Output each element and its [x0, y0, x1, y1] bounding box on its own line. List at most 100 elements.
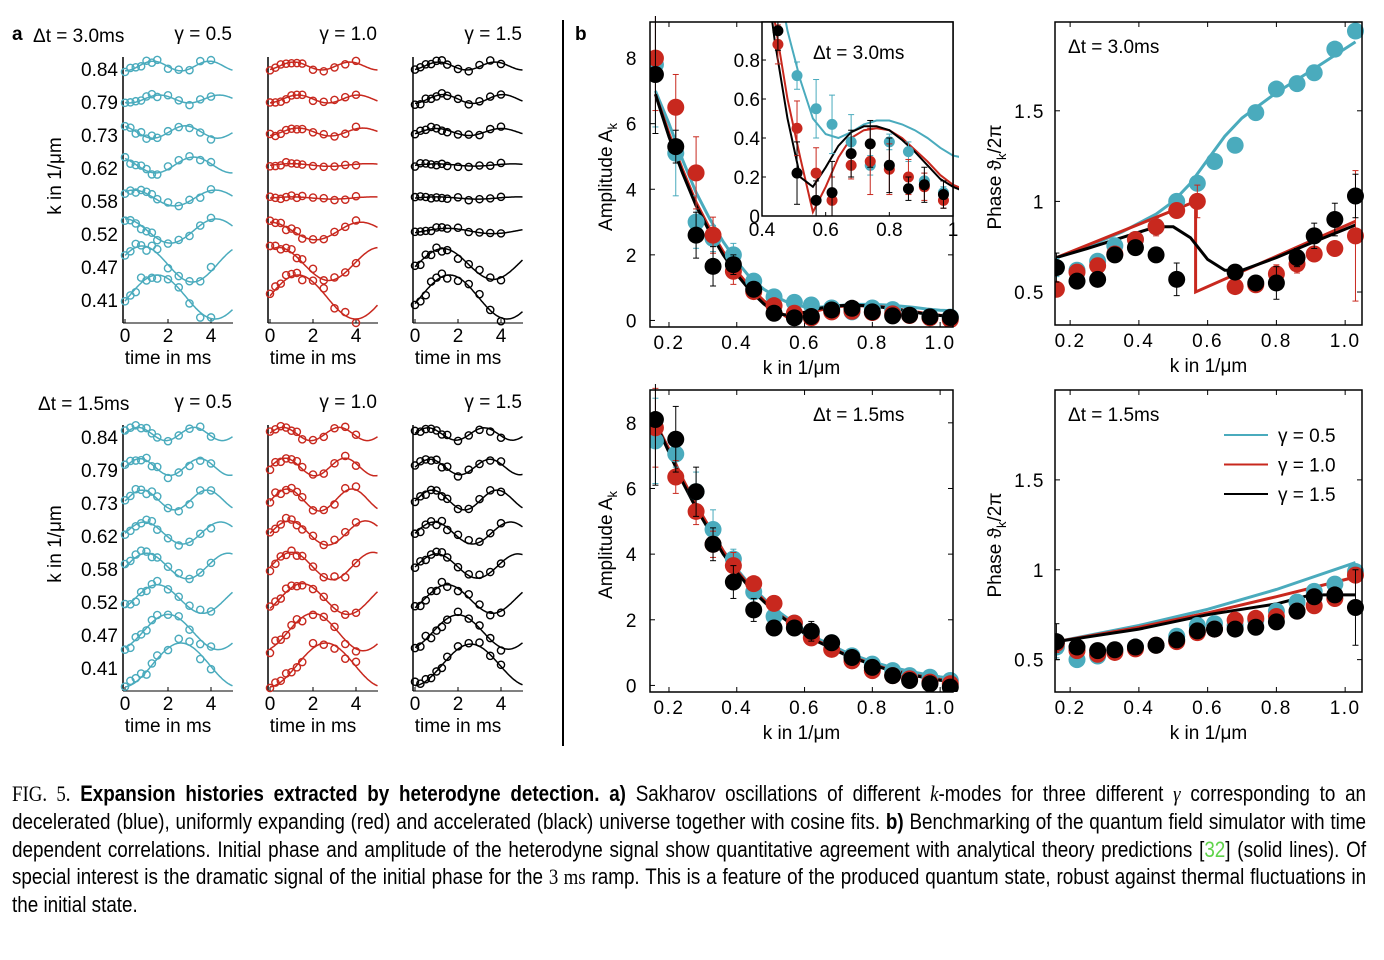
data-point — [265, 289, 275, 299]
chart-phase-3ms: 0.2 0.4 0.6 0.8 1.0 0.5 1 1.5 k in 1/μm Phase ϑk/… — [985, 21, 1364, 377]
data-point — [1055, 633, 1065, 651]
data-point — [292, 614, 302, 624]
data-point — [1106, 641, 1124, 659]
data-point — [1288, 75, 1306, 93]
time-axis-label: time in ms — [270, 716, 357, 737]
data-point — [152, 610, 162, 620]
data-point — [416, 642, 425, 651]
data-point — [351, 216, 361, 225]
data-point — [442, 127, 452, 137]
data-point — [802, 308, 820, 326]
data-point — [704, 257, 722, 275]
data-point — [485, 610, 495, 620]
data-point — [1267, 274, 1285, 292]
data-point — [650, 65, 664, 83]
data-point — [421, 250, 431, 259]
y-tick-label: 0.5 — [1014, 651, 1045, 672]
citation-link[interactable]: 32 — [1204, 836, 1226, 862]
data-point — [340, 268, 350, 277]
gamma-label: γ = 0.5 — [174, 392, 232, 413]
x-tick-label: 0.8 — [1261, 698, 1292, 719]
data-point — [1206, 153, 1224, 171]
data-point — [174, 611, 184, 621]
data-point — [281, 485, 291, 495]
data-point — [163, 473, 173, 483]
time-tick-label: 4 — [206, 694, 217, 715]
data-point — [287, 58, 296, 68]
data-point — [437, 126, 447, 135]
data-point — [126, 526, 135, 536]
data-point — [292, 456, 302, 466]
data-point — [416, 456, 425, 466]
data-point — [120, 682, 130, 691]
data-point — [136, 224, 146, 234]
data-point — [421, 192, 431, 202]
data-point — [442, 161, 452, 171]
data-point — [453, 472, 463, 481]
data-point — [131, 219, 141, 228]
data-point — [810, 103, 822, 115]
data-point — [340, 639, 350, 649]
data-point — [174, 201, 184, 211]
caption-b-text-3: ramp. This is a feature of the produced … — [12, 864, 1367, 918]
y-tick-label: 1 — [1033, 561, 1045, 582]
data-point — [195, 456, 205, 466]
x-tick-label: 0.4 — [1123, 331, 1154, 352]
time-tick-label: 2 — [453, 326, 464, 347]
y-tick-label: 6 — [626, 115, 638, 136]
data-point — [410, 261, 420, 271]
data-point — [126, 98, 135, 107]
data-point — [265, 648, 275, 658]
data-point — [206, 213, 216, 223]
dt-label: Δt = 1.5ms — [38, 394, 129, 415]
data-point — [174, 568, 184, 578]
data-point — [292, 125, 302, 134]
data-point — [453, 130, 463, 139]
data-point — [131, 673, 141, 683]
data-point — [1346, 22, 1364, 40]
data-point — [163, 562, 173, 571]
data-point — [453, 64, 463, 74]
k-axis-label: k in 1/μm — [45, 137, 66, 214]
data-point — [142, 515, 151, 525]
data-point — [185, 637, 194, 646]
legend: γ = 0.5 γ = 1.0 γ = 1.5 — [1224, 426, 1336, 506]
k-tick-label: 0.47 — [81, 258, 118, 279]
cosine-fit-line — [414, 583, 524, 615]
panel-a: a Δt = 3.0ms k in 1/μm 0.84 0.79 0.73 0.62 0.5… — [12, 24, 524, 737]
data-point — [475, 161, 484, 170]
data-point — [1089, 257, 1107, 275]
data-point — [432, 547, 441, 557]
data-point — [185, 461, 194, 471]
cosine-fit-line — [269, 426, 378, 442]
data-point — [810, 194, 822, 206]
data-point — [174, 235, 184, 245]
data-point — [292, 58, 302, 68]
data-point — [432, 426, 441, 435]
data-point — [297, 275, 307, 285]
data-point — [297, 124, 307, 134]
data-point — [152, 553, 162, 562]
data-point — [185, 151, 194, 161]
data-point — [475, 96, 484, 106]
data-point — [297, 551, 307, 561]
data-point — [416, 679, 425, 689]
cosine-fit-line — [125, 218, 233, 244]
data-point — [453, 94, 463, 104]
data-point — [432, 273, 441, 282]
data-point — [1089, 270, 1107, 288]
data-point — [276, 635, 286, 644]
data-point — [195, 95, 205, 104]
data-point — [1055, 259, 1065, 277]
data-point — [485, 305, 495, 315]
cosine-fit-line — [269, 642, 378, 688]
data-point — [287, 581, 296, 590]
plot-frame — [1054, 21, 1363, 326]
cosine-fit-line — [269, 488, 378, 512]
x-axis-label: k in 1/μm — [763, 723, 840, 744]
data-point — [426, 250, 436, 260]
data-point — [281, 669, 291, 678]
data-point — [147, 228, 157, 237]
data-point — [442, 652, 452, 662]
y-axis-label: Amplitude Ak — [596, 491, 620, 599]
